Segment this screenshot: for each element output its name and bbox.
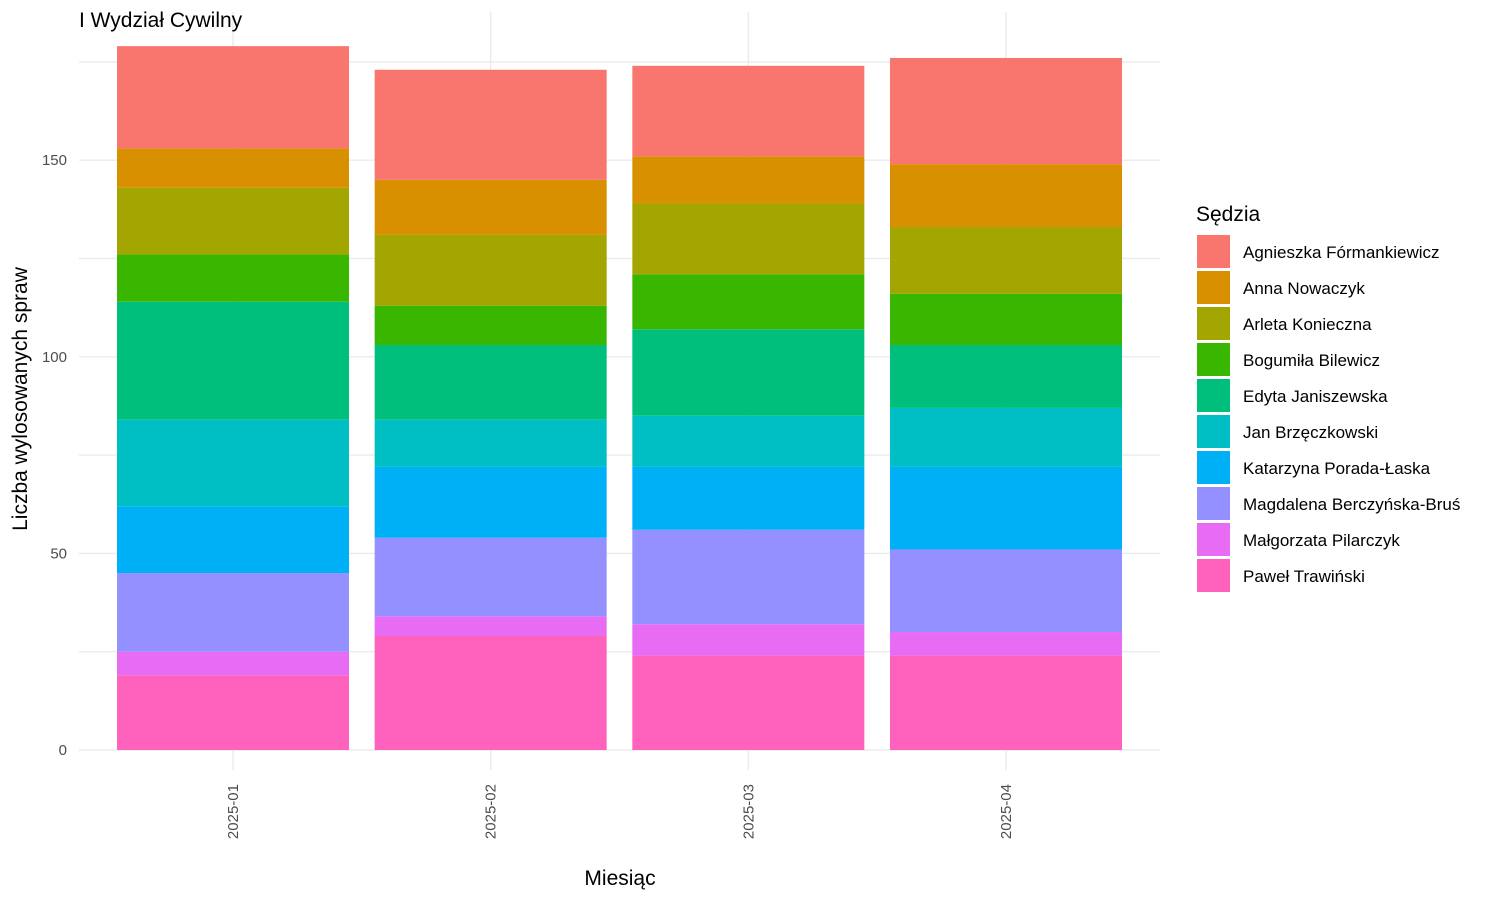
bar-segment <box>890 407 1123 467</box>
bar-segment <box>374 466 607 538</box>
bar-segment <box>117 573 349 652</box>
legend-label: Agnieszka Fórmankiewicz <box>1243 243 1440 262</box>
bar-segment <box>117 46 349 149</box>
bar-segment <box>374 419 607 467</box>
legend-key <box>1197 379 1230 412</box>
chart-title: I Wydział Cywilny <box>79 9 243 32</box>
legend-label: Paweł Trawiński <box>1243 567 1365 586</box>
bar-segment <box>117 675 349 750</box>
bar-segment <box>374 345 607 420</box>
legend-label: Edyta Janiszewska <box>1243 387 1388 406</box>
bar-segment <box>374 69 607 180</box>
legend-label: Anna Nowaczyk <box>1243 279 1365 298</box>
legend-label: Bogumiła Bilewicz <box>1243 351 1380 370</box>
bar-segment <box>632 624 865 656</box>
bar-segment <box>374 616 607 636</box>
legend-key <box>1197 523 1230 556</box>
axis-layer: 2025-01 2025-02 2025-03 2025-04 0 50 100 150 <box>42 152 1015 839</box>
bar-segment <box>117 301 349 420</box>
legend-label: Magdalena Berczyńska-Bruś <box>1243 495 1460 514</box>
legend-items: Agnieszka Fórmankiewicz Anna Nowaczyk Arle… <box>1197 235 1460 592</box>
legend-key <box>1197 307 1230 340</box>
bar-segment <box>117 148 349 188</box>
legend-key <box>1197 235 1230 268</box>
y-tick-label: 0 <box>59 742 67 759</box>
legend-label: Jan Brzęczkowski <box>1243 423 1378 442</box>
bar-segment <box>374 179 607 235</box>
legend-label: Arleta Konieczna <box>1243 315 1372 334</box>
bar-segment <box>632 655 865 750</box>
bar-segment <box>890 164 1123 228</box>
legend-key <box>1197 415 1230 448</box>
x-tick-label: 2025-03 <box>740 784 757 839</box>
bar-segment <box>374 305 607 346</box>
legend-key <box>1197 451 1230 484</box>
bar-segment <box>890 293 1123 346</box>
bar-segment <box>890 57 1123 165</box>
bar-segment <box>890 227 1123 294</box>
bar-segment <box>632 203 865 275</box>
x-tick-label: 2025-01 <box>225 784 242 839</box>
legend-key <box>1197 487 1230 520</box>
bar-segment <box>374 234 607 306</box>
legend-label: Małgorzata Pilarczyk <box>1243 531 1400 550</box>
bar-segment <box>117 254 349 302</box>
bar-segment <box>632 329 865 416</box>
legend-key <box>1197 343 1230 376</box>
bar-segment <box>632 156 865 204</box>
bar-segment <box>632 529 865 625</box>
bar-segment <box>890 655 1123 750</box>
legend-key <box>1197 271 1230 304</box>
legend-label: Katarzyna Porada-Łaska <box>1243 459 1431 478</box>
x-axis-title: Miesiąc <box>584 867 655 890</box>
x-tick-label: 2025-04 <box>998 784 1015 839</box>
y-tick-label: 150 <box>42 152 67 169</box>
bar-segment <box>374 635 607 750</box>
y-tick-label: 50 <box>50 545 67 562</box>
y-tick-label: 100 <box>42 349 67 366</box>
bars-layer <box>117 46 1123 750</box>
bar-segment <box>632 466 865 530</box>
bar-segment <box>890 632 1123 656</box>
bar-segment <box>890 549 1123 633</box>
bar-segment <box>632 415 865 467</box>
bar-segment <box>117 506 349 574</box>
bar-segment <box>374 537 607 617</box>
bar-segment <box>117 419 349 507</box>
legend: Sędzia Agnieszka Fórmankiewicz Anna Nowac… <box>1196 203 1460 592</box>
bar-segment <box>632 65 865 157</box>
bar-segment <box>117 651 349 676</box>
legend-key <box>1197 559 1230 592</box>
y-axis-title: Liczba wylosowanych spraw <box>9 266 32 531</box>
legend-title: Sędzia <box>1196 203 1261 226</box>
bar-segment <box>632 274 865 330</box>
bar-segment <box>890 466 1123 550</box>
bar-segment <box>890 345 1123 408</box>
bar-segment <box>117 187 349 255</box>
x-tick-label: 2025-02 <box>483 784 500 839</box>
